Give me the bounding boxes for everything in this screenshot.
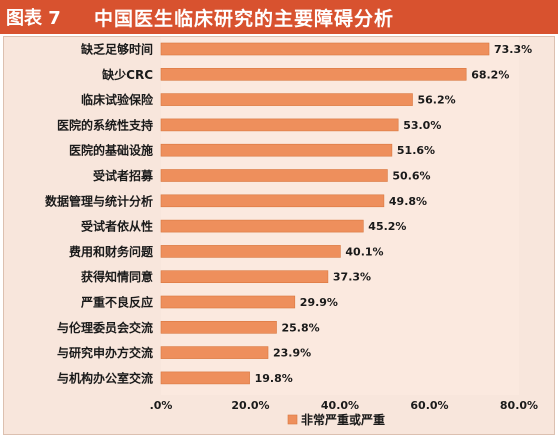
category-label: 缺乏足够时间 (81, 42, 153, 57)
figure-title: 中国医生临床研究的主要障碍分析 (94, 7, 395, 30)
bar (160, 93, 413, 106)
category-label: 与伦理委员会交流 (57, 320, 153, 335)
data-label: 68.2% (471, 68, 509, 81)
plot-area (161, 37, 519, 395)
category-label: 受试者招募 (93, 168, 154, 183)
data-label: 37.3% (333, 271, 371, 284)
data-label: 45.2% (368, 220, 406, 233)
bar (160, 295, 296, 309)
bar (160, 143, 393, 157)
bar (160, 320, 277, 334)
category-label: 获得知情同意 (80, 269, 153, 284)
x-tick-label: 60.0% (410, 399, 448, 412)
category-label: 临床试验保险 (81, 92, 154, 107)
category-label: 严重不良反应 (80, 295, 153, 310)
bar (160, 194, 385, 208)
x-tick-label: 80.0% (500, 399, 538, 412)
bar (160, 67, 467, 81)
bar (160, 118, 399, 132)
data-label: 51.6% (397, 144, 435, 157)
bars-group: 缺乏足够时间 73.3% 缺少CRC 68.2% 临床试验保险 56.2% 医院的系统性支持… (45, 42, 532, 386)
figure-header: 图表 7 中国医生临床研究的主要障碍分析 (0, 0, 558, 34)
data-label: 56.2% (418, 94, 456, 107)
x-axis: .0% 20.0% 40.0% 60.0% 80.0% (150, 399, 539, 412)
category-label: 费用和财务问题 (69, 244, 154, 259)
bar (160, 371, 250, 385)
figure-label: 图表 7 (6, 8, 61, 29)
data-label: 50.6% (392, 170, 430, 183)
category-label: 与研究申办方交流 (57, 345, 153, 360)
legend-swatch (287, 414, 298, 425)
data-label: 49.8% (389, 195, 427, 208)
bar-chart: 缺乏足够时间 73.3% 缺少CRC 68.2% 临床试验保险 56.2% 医院的系统性支持… (45, 37, 539, 427)
category-label: 医院的系统性支持 (57, 117, 153, 132)
x-tick-label: 40.0% (321, 399, 359, 412)
data-label: 25.8% (282, 321, 320, 334)
bar (160, 346, 269, 359)
data-label: 19.8% (255, 372, 293, 385)
bar (160, 42, 490, 56)
data-label: 53.0% (403, 119, 441, 132)
chart-container: 缺乏足够时间 73.3% 缺少CRC 68.2% 临床试验保险 56.2% 医院的系统性支持… (3, 36, 555, 435)
legend: 非常严重或严重 (287, 412, 385, 427)
x-tick-label: 20.0% (231, 399, 269, 412)
x-tick-label: .0% (150, 399, 173, 412)
bar (160, 245, 341, 258)
category-label: 受试者依从性 (81, 219, 153, 234)
data-label: 40.1% (345, 245, 383, 258)
data-label: 73.3% (494, 43, 532, 56)
bar (160, 169, 388, 182)
category-label: 与机构办公室交流 (57, 370, 153, 385)
category-label: 医院的基础设施 (69, 143, 153, 158)
data-label: 29.9% (300, 296, 338, 309)
data-label: 23.9% (273, 347, 311, 360)
bar (160, 270, 329, 283)
legend-label: 非常严重或严重 (301, 412, 385, 427)
category-label: 数据管理与统计分析 (45, 193, 153, 208)
bar (160, 219, 364, 233)
category-label: 缺少CRC (102, 67, 153, 82)
